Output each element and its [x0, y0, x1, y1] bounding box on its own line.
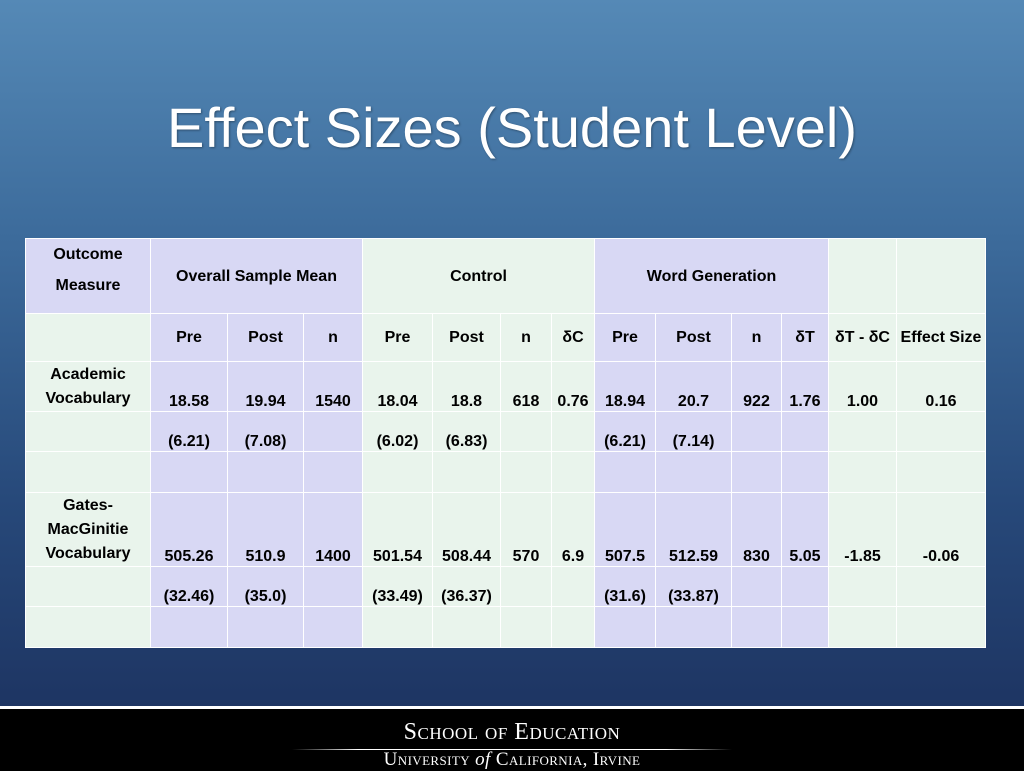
value-cell: 19.94: [227, 361, 304, 412]
table-row: Gates-MacGinitie Vocabulary 505.26 510.9…: [25, 492, 986, 567]
value-cell: 1.00: [828, 361, 897, 412]
table-subheader-row: Pre Post n Pre Post n δC Pre Post n δT δ…: [25, 313, 986, 362]
value-cell: 20.7: [655, 361, 732, 412]
value-cell: 512.59: [655, 492, 732, 567]
slide-title: Effect Sizes (Student Level): [167, 96, 857, 159]
sd-blank: [25, 411, 151, 452]
header-outcome-measure: Outcome Measure: [25, 238, 151, 314]
sd-cell: [500, 566, 552, 607]
sd-cell: [828, 411, 897, 452]
sd-cell: [303, 411, 363, 452]
value-cell: 501.54: [362, 492, 433, 567]
sd-cell: [781, 411, 829, 452]
subheader-overall-post: Post: [227, 313, 304, 362]
subheader-overall-pre: Pre: [150, 313, 228, 362]
sd-cell: (6.21): [594, 411, 656, 452]
sd-cell: (7.08): [227, 411, 304, 452]
subheader-control-post: Post: [432, 313, 501, 362]
value-cell: 18.04: [362, 361, 433, 412]
sd-cell: [303, 566, 363, 607]
table-row-spacer: [25, 451, 986, 493]
footer-university-word: University: [383, 749, 470, 770]
value-cell: 18.8: [432, 361, 501, 412]
value-cell: 505.26: [150, 492, 228, 567]
footer-divider: [292, 749, 732, 750]
sd-cell: (7.14): [655, 411, 732, 452]
header-blank: [896, 238, 986, 314]
sd-cell: (6.02): [362, 411, 433, 452]
sd-cell: (35.0): [227, 566, 304, 607]
sd-cell: [896, 411, 986, 452]
subheader-control-pre: Pre: [362, 313, 433, 362]
subheader-wg-pre: Pre: [594, 313, 656, 362]
table-row-sd: (6.21) (7.08) (6.02) (6.83) (6.21) (7.14…: [25, 411, 986, 452]
value-cell: -1.85: [828, 492, 897, 567]
value-cell: 18.58: [150, 361, 228, 412]
row-label-academic-vocabulary: Academic Vocabulary: [25, 361, 151, 412]
subheader-control-delta: δC: [551, 313, 595, 362]
table-row-spacer: [25, 606, 986, 648]
header-blank: [828, 238, 897, 314]
sd-blank: [25, 566, 151, 607]
sd-cell: (31.6): [594, 566, 656, 607]
subheader-control-n: n: [500, 313, 552, 362]
value-cell: 1.76: [781, 361, 829, 412]
value-cell: 0.16: [896, 361, 986, 412]
value-cell: 618: [500, 361, 552, 412]
sd-cell: [896, 566, 986, 607]
header-word-generation: Word Generation: [594, 238, 829, 314]
subheader-effect-size: Effect Size: [896, 313, 986, 362]
sd-cell: (33.87): [655, 566, 732, 607]
value-cell: 1540: [303, 361, 363, 412]
subheader-wg-delta: δT: [781, 313, 829, 362]
sd-cell: (36.37): [432, 566, 501, 607]
sd-cell: (6.83): [432, 411, 501, 452]
sd-cell: [551, 411, 595, 452]
row-label-gates-macginitie-vocabulary: Gates-MacGinitie Vocabulary: [25, 492, 151, 567]
value-cell: 5.05: [781, 492, 829, 567]
table-row-sd: (32.46) (35.0) (33.49) (36.37) (31.6) (3…: [25, 566, 986, 607]
subheader-delta-difference: δT - δC: [828, 313, 897, 362]
sd-cell: (33.49): [362, 566, 433, 607]
value-cell: 508.44: [432, 492, 501, 567]
value-cell: 922: [731, 361, 782, 412]
value-cell: 830: [731, 492, 782, 567]
footer-of-word: of: [475, 749, 491, 770]
value-cell: 1400: [303, 492, 363, 567]
footer-university-name: University of California, Irvine: [0, 749, 1024, 771]
value-cell: 6.9: [551, 492, 595, 567]
subheader-overall-n: n: [303, 313, 363, 362]
table-header-row: Outcome Measure Overall Sample Mean Cont…: [25, 238, 986, 314]
subheader-blank: [25, 313, 151, 362]
value-cell: 570: [500, 492, 552, 567]
sd-cell: [500, 411, 552, 452]
subheader-wg-n: n: [731, 313, 782, 362]
sd-cell: [731, 566, 782, 607]
value-cell: 507.5: [594, 492, 656, 567]
sd-cell: [551, 566, 595, 607]
value-cell: 0.76: [551, 361, 595, 412]
sd-cell: [828, 566, 897, 607]
sd-cell: (32.46): [150, 566, 228, 607]
value-cell: 18.94: [594, 361, 656, 412]
footer-school-name: School of Education: [403, 719, 621, 745]
header-overall-sample-mean: Overall Sample Mean: [150, 238, 363, 314]
table-row: Academic Vocabulary 18.58 19.94 1540 18.…: [25, 361, 986, 412]
sd-cell: (6.21): [150, 411, 228, 452]
subheader-wg-post: Post: [655, 313, 732, 362]
sd-cell: [731, 411, 782, 452]
sd-cell: [781, 566, 829, 607]
effect-sizes-table: Outcome Measure Overall Sample Mean Cont…: [25, 238, 986, 648]
footer-california-irvine: California, Irvine: [495, 749, 641, 770]
value-cell: -0.06: [896, 492, 986, 567]
value-cell: 510.9: [227, 492, 304, 567]
footer-bar: School of Education University of Califo…: [0, 706, 1024, 771]
header-control: Control: [362, 238, 595, 314]
